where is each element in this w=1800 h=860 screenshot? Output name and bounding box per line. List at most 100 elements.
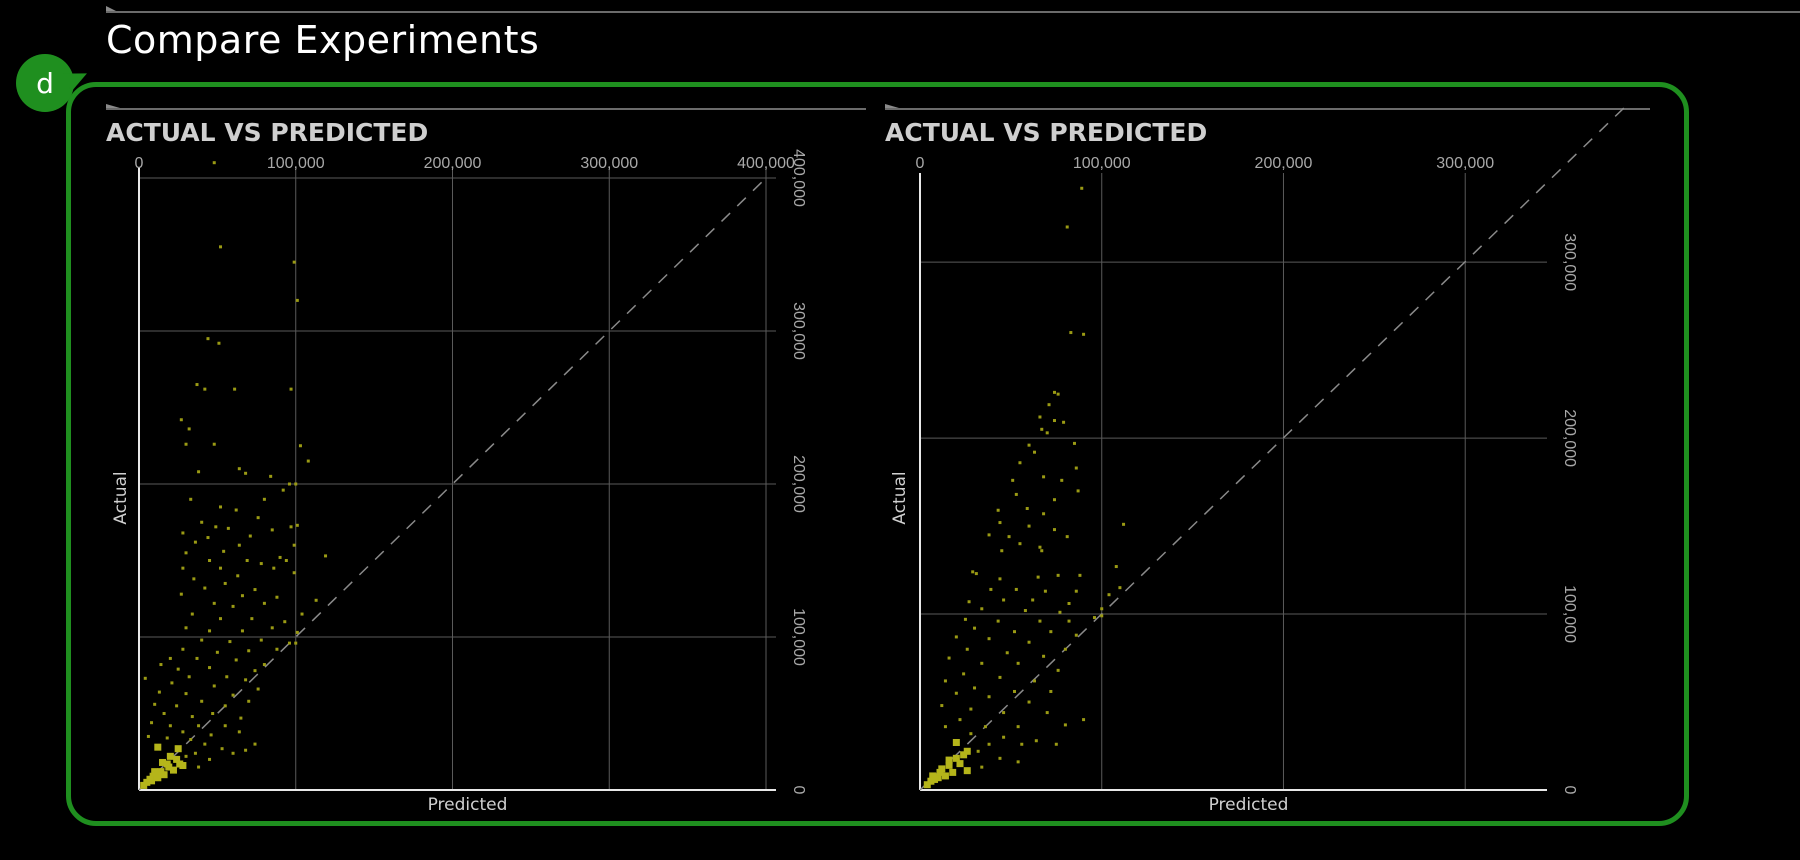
data-point xyxy=(165,763,173,771)
data-point xyxy=(184,692,188,696)
data-point xyxy=(157,768,165,776)
data-point xyxy=(1052,528,1056,532)
data-point xyxy=(184,551,188,555)
data-point xyxy=(1045,431,1049,435)
data-point xyxy=(967,600,971,604)
data-point xyxy=(1032,450,1036,454)
data-point xyxy=(1074,633,1078,637)
data-point xyxy=(1082,718,1086,722)
data-point xyxy=(247,649,251,653)
data-point xyxy=(203,387,207,391)
data-point xyxy=(954,635,958,639)
data-point xyxy=(969,707,973,711)
data-point xyxy=(1027,700,1031,704)
data-point xyxy=(1049,630,1053,634)
data-point xyxy=(162,712,166,715)
data-point xyxy=(1042,654,1046,658)
data-point xyxy=(969,732,973,736)
data-point xyxy=(1062,420,1066,424)
data-point xyxy=(217,341,221,345)
chart-title: ACTUAL VS PREDICTED xyxy=(106,118,429,147)
data-point xyxy=(956,760,964,768)
data-point xyxy=(190,612,194,616)
data-point xyxy=(157,690,161,694)
data-point xyxy=(262,663,266,667)
data-point xyxy=(206,337,210,341)
data-point xyxy=(159,663,163,667)
data-point xyxy=(244,678,248,682)
data-point xyxy=(184,626,188,630)
data-point xyxy=(200,638,204,642)
data-point xyxy=(1122,522,1126,526)
data-point xyxy=(244,748,248,752)
reference-line xyxy=(919,102,1630,791)
data-point xyxy=(294,482,298,486)
data-point xyxy=(1072,441,1076,445)
data-point xyxy=(223,704,227,708)
data-point xyxy=(281,488,285,492)
chart-panel-left: ACTUAL VS PREDICTED 0 100,000 200,000 300,0… xyxy=(106,104,866,818)
y-tick-label: 100,000 xyxy=(1561,585,1578,643)
data-point xyxy=(1042,475,1046,479)
data-point xyxy=(146,775,154,783)
data-point xyxy=(1065,535,1069,539)
data-point xyxy=(262,601,266,605)
data-point xyxy=(193,751,197,755)
data-point xyxy=(1074,589,1078,593)
data-point xyxy=(952,738,960,746)
data-point xyxy=(146,734,150,738)
data-point xyxy=(200,699,204,703)
data-point xyxy=(1027,524,1031,528)
data-point xyxy=(931,775,939,783)
data-point xyxy=(976,749,980,753)
x-tick-label: 0 xyxy=(135,155,144,172)
data-point xyxy=(223,581,227,585)
y-tick-label: 400,000 xyxy=(790,149,807,207)
data-point xyxy=(965,647,969,651)
data-point xyxy=(1020,742,1024,746)
top-divider xyxy=(106,6,1800,13)
data-point xyxy=(306,459,310,463)
data-point xyxy=(998,577,1002,581)
data-point xyxy=(176,667,180,671)
data-point xyxy=(1067,602,1071,606)
annotation-badge: d xyxy=(16,54,74,112)
data-point xyxy=(1032,679,1036,683)
data-point xyxy=(197,765,201,769)
y-tick-label: 200,000 xyxy=(1561,409,1578,467)
data-point xyxy=(1063,723,1067,727)
data-point xyxy=(1031,598,1035,602)
data-point xyxy=(1027,443,1031,447)
data-point xyxy=(1056,668,1060,672)
data-point xyxy=(181,531,185,535)
x-tick-label: 100,000 xyxy=(267,155,325,172)
data-point xyxy=(962,672,966,676)
data-point xyxy=(980,607,984,611)
data-point xyxy=(228,640,232,644)
data-point xyxy=(1107,593,1111,597)
data-point xyxy=(151,768,159,776)
data-point xyxy=(1045,711,1049,715)
x-axis-label: Predicted xyxy=(1209,795,1289,815)
data-point xyxy=(179,762,187,770)
data-point xyxy=(1014,587,1018,591)
data-point xyxy=(248,534,252,538)
data-point xyxy=(154,743,162,751)
highlight-frame xyxy=(66,82,1689,826)
reference-line xyxy=(138,177,767,791)
data-point xyxy=(168,724,172,728)
data-point xyxy=(259,638,263,642)
data-point xyxy=(1063,647,1067,651)
data-point xyxy=(184,754,188,758)
data-point xyxy=(1002,598,1006,602)
data-point xyxy=(1018,542,1022,546)
data-point xyxy=(1007,535,1011,539)
data-point xyxy=(233,387,237,391)
data-point xyxy=(1114,565,1118,569)
data-point xyxy=(949,768,957,776)
data-point xyxy=(971,570,975,574)
data-point xyxy=(187,427,191,431)
data-point xyxy=(287,641,291,645)
data-point xyxy=(195,383,199,387)
data-point xyxy=(1016,760,1020,764)
